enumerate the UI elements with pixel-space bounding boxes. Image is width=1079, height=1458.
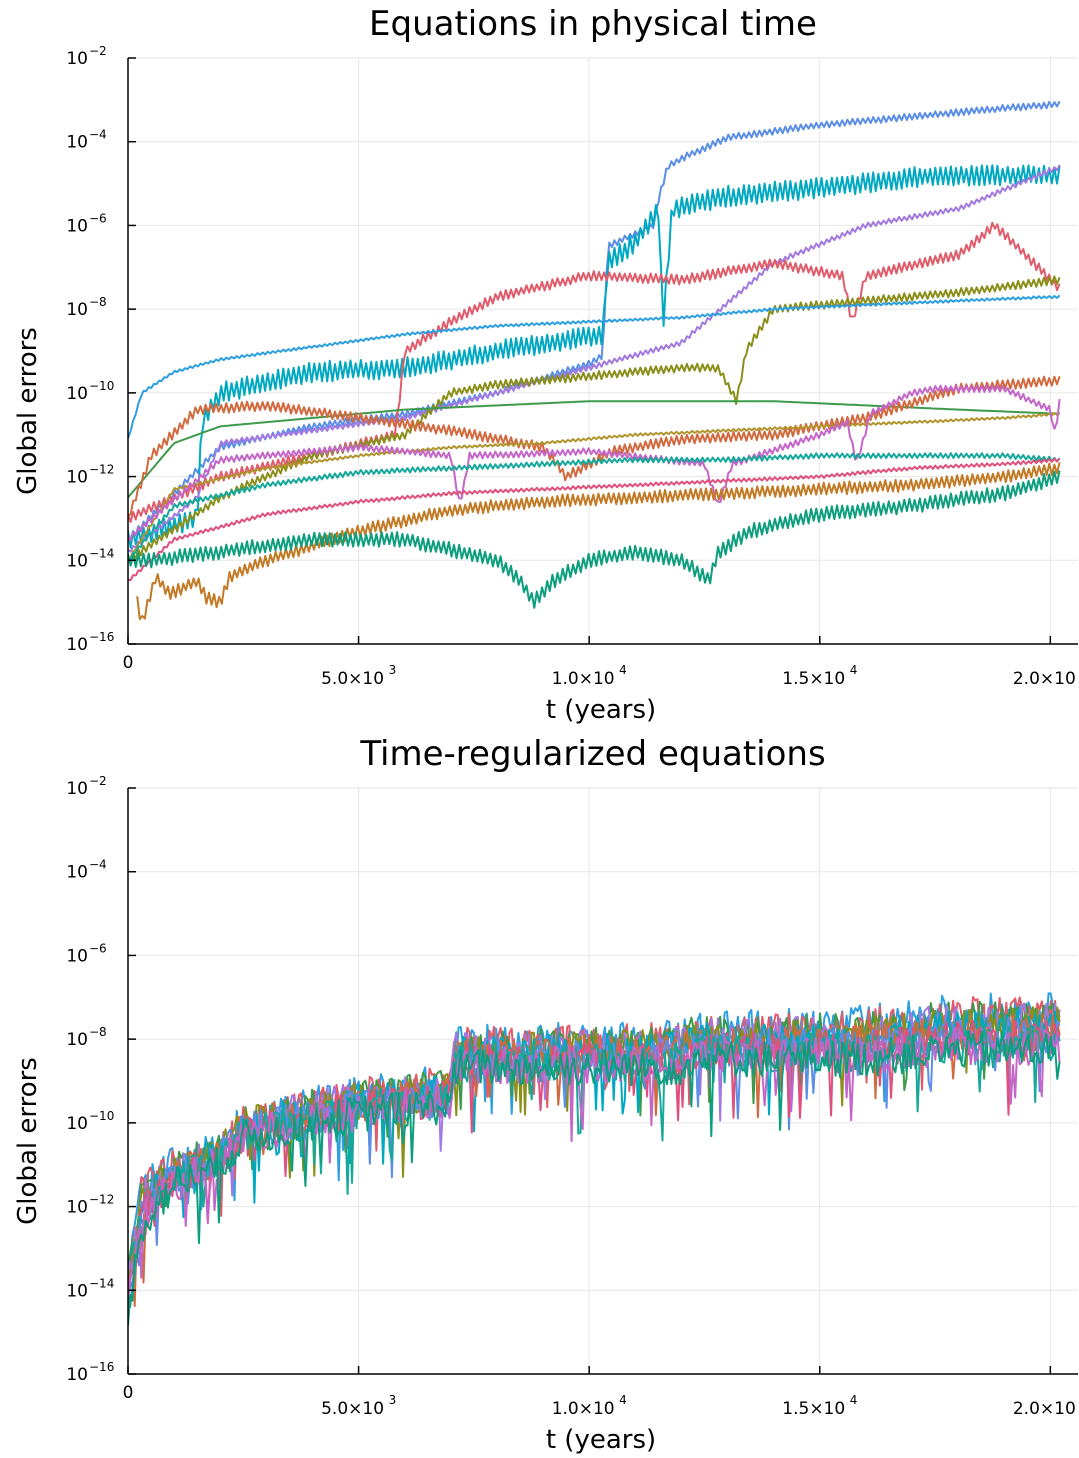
- series-line-8: [128, 375, 1061, 516]
- y-tick-exponent: −12: [89, 463, 114, 477]
- y-tick-label: 10: [66, 946, 88, 966]
- x-tick-label: 1.0×10: [552, 669, 615, 689]
- y-axis-label: Global errors: [13, 327, 43, 495]
- gridlines: [128, 787, 1078, 1374]
- x-axis-label: t (years): [546, 1425, 656, 1455]
- series-line-9: [128, 411, 1061, 561]
- x-tick-label: 1.5×10: [782, 669, 845, 689]
- y-tick-exponent: −16: [89, 1360, 114, 1374]
- y-tick-exponent: −16: [89, 630, 114, 644]
- y-tick-label: 10: [66, 1198, 88, 1218]
- series-line-11: [128, 1026, 1061, 1314]
- series-line-12: [128, 1030, 1061, 1326]
- x-tick-exponent: 3: [389, 663, 397, 677]
- series-line-12: [128, 457, 1061, 582]
- x-tick-label: 2.0×10: [1013, 669, 1076, 689]
- y-tick-label: 10: [66, 863, 88, 883]
- series-line-7: [128, 400, 1060, 499]
- y-tick-exponent: −2: [89, 774, 107, 788]
- y-tick-exponent: −8: [89, 295, 107, 309]
- y-tick-label: 10: [66, 1114, 88, 1134]
- y-tick-label: 10: [66, 635, 88, 655]
- x-tick-exponent: 3: [389, 1393, 397, 1407]
- x-tick-label: 1.0×10: [552, 1399, 615, 1419]
- y-tick-label: 10: [66, 1030, 88, 1050]
- chart-title: Equations in physical time: [369, 4, 817, 44]
- series-line-2: [128, 164, 1061, 549]
- plot-area: [128, 100, 1061, 621]
- y-tick-exponent: −6: [89, 211, 107, 225]
- y-tick-label: 10: [66, 216, 88, 236]
- x-tick-label: 5.0×10: [321, 1399, 384, 1419]
- y-tick-exponent: −8: [89, 1025, 107, 1039]
- x-tick-label: 5.0×10: [321, 669, 384, 689]
- y-tick-label: 10: [66, 1281, 88, 1301]
- plot-area: [128, 992, 1061, 1326]
- y-tick-label: 10: [66, 300, 88, 320]
- y-tick-exponent: −4: [89, 128, 107, 142]
- gridlines: [128, 57, 1078, 644]
- chart-title: Time-regularized equations: [359, 734, 825, 774]
- series-line-6: [128, 294, 1061, 439]
- y-tick-exponent: −10: [89, 379, 114, 393]
- y-tick-exponent: −14: [89, 1276, 114, 1290]
- y-tick-exponent: −10: [89, 1109, 114, 1123]
- y-tick-exponent: −14: [89, 546, 114, 560]
- y-tick-label: 10: [66, 49, 88, 69]
- series-line-14: [128, 470, 1061, 609]
- y-tick-exponent: −12: [89, 1193, 114, 1207]
- series-line-1: [128, 100, 1061, 541]
- y-tick-label: 10: [66, 133, 88, 153]
- series-line-4: [128, 221, 1061, 523]
- x-tick-label: 0: [123, 1383, 134, 1403]
- x-tick-exponent: 4: [619, 663, 627, 677]
- series-line-3: [128, 164, 1061, 553]
- x-tick-label: 1.5×10: [782, 1399, 845, 1419]
- series-line-11: [128, 452, 1061, 561]
- x-tick-exponent: 4: [850, 663, 858, 677]
- x-axis-label: t (years): [546, 695, 656, 725]
- x-tick-exponent: 4: [850, 1393, 858, 1407]
- y-tick-label: 10: [66, 468, 88, 488]
- x-tick-label: 2.0×10: [1013, 1399, 1076, 1419]
- y-tick-label: 10: [66, 1365, 88, 1385]
- y-tick-label: 10: [66, 384, 88, 404]
- x-tick-exponent: 4: [619, 1393, 627, 1407]
- series-line-10: [128, 384, 1061, 542]
- x-tick-label: 0: [123, 653, 134, 673]
- y-tick-exponent: −2: [89, 44, 107, 58]
- series-line-5: [128, 275, 1061, 563]
- y-axis-label: Global errors: [13, 1057, 43, 1225]
- y-tick-label: 10: [66, 551, 88, 571]
- y-tick-exponent: −6: [89, 941, 107, 955]
- y-tick-exponent: −4: [89, 858, 107, 872]
- y-tick-label: 10: [66, 779, 88, 799]
